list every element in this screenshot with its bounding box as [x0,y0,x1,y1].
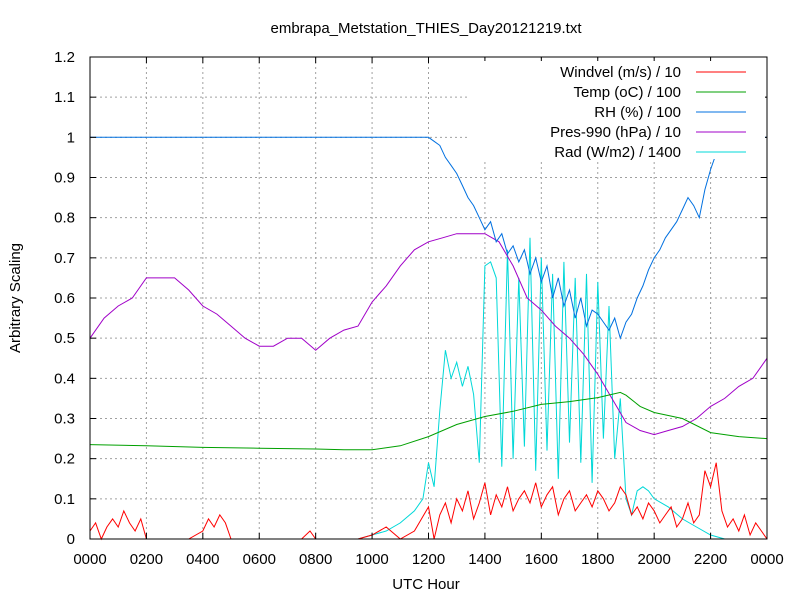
x-tick-label: 0200 [130,551,163,568]
y-tick-label: 0.6 [54,290,75,307]
x-tick-label: 2000 [637,551,670,568]
y-axis-label: Arbitrary Scaling [7,243,24,353]
legend-label: Windvel (m/s) / 10 [560,64,681,81]
x-tick-label: 0000 [750,551,783,568]
y-tick-label: 1 [67,129,75,146]
x-tick-label: 0800 [299,551,332,568]
y-tick-label: 0.9 [54,170,75,187]
y-axis-ticks: 0 0.1 0.2 0.3 0.4 0.5 0.6 0.7 0.8 0.9 1 1.1 1.2 [54,49,767,548]
legend-label: Temp (oC) / 100 [573,84,681,101]
y-tick-label: 0.7 [54,250,75,267]
y-tick-label: 0.1 [54,491,75,508]
series-line-rad [90,237,767,540]
y-tick-label: 0.4 [54,370,75,387]
x-axis-ticks: 0000 0200 0400 0600 0800 1000 1200 1400 1600 1800… [73,57,784,568]
legend-label: Rad (W/m2) / 1400 [554,144,681,161]
x-tick-label: 1000 [355,551,388,568]
chart-title: embrapa_Metstation_THIES_Day20121219.txt [270,20,582,37]
x-tick-label: 0400 [186,551,219,568]
x-tick-label: 1800 [581,551,614,568]
legend-label: RH (%) / 100 [594,104,681,121]
y-tick-label: 0.5 [54,330,75,347]
x-tick-label: 1600 [525,551,558,568]
series-line-pres-990 [89,233,768,436]
series-line-windvel [89,462,768,541]
y-tick-label: 0.3 [54,411,75,428]
x-tick-label: 1200 [412,551,445,568]
y-tick-label: 1.1 [54,89,75,106]
y-tick-label: 0.8 [54,210,75,227]
x-axis-label: UTC Hour [392,576,460,593]
x-tick-label: 0000 [73,551,106,568]
legend: Windvel (m/s) / 10 Temp (oC) / 100 RH (%) … [470,61,765,161]
series-line-temp [89,391,768,451]
y-tick-label: 0 [67,531,75,548]
legend-label: Pres-990 (hPa) / 10 [550,124,681,141]
series-layer [89,136,768,541]
x-tick-label: 1400 [468,551,501,568]
y-tick-label: 1.2 [54,49,75,66]
x-tick-label: 2200 [694,551,727,568]
series-line-rh [90,136,767,340]
y-tick-label: 0.2 [54,451,75,468]
x-tick-label: 0600 [243,551,276,568]
legend-background [470,61,765,159]
